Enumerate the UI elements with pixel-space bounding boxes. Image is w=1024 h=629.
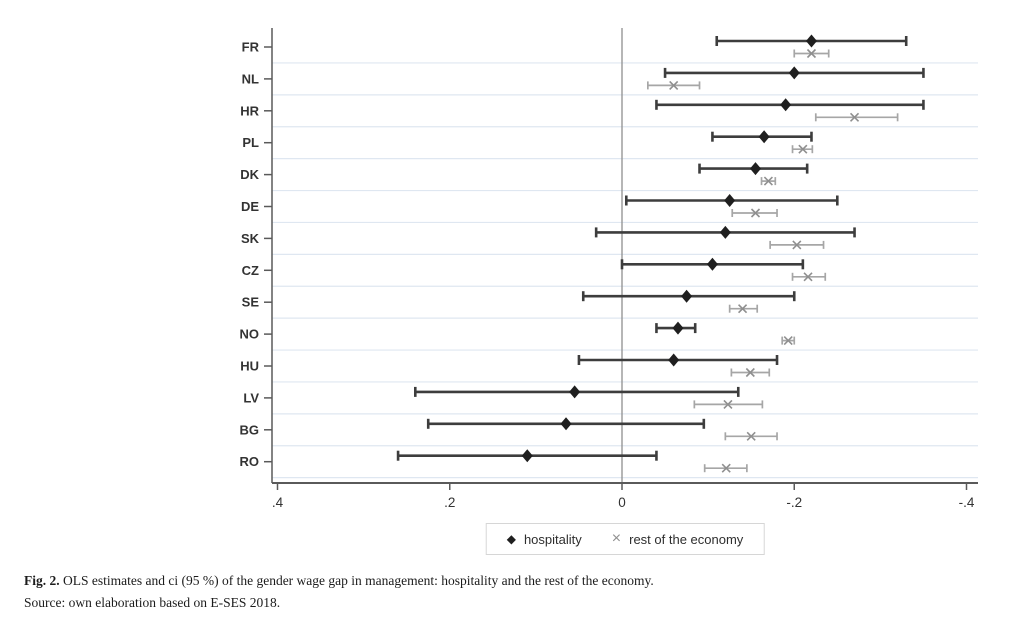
point-estimate-diamond — [749, 162, 761, 176]
point-estimate-x — [721, 463, 731, 473]
point-estimate-diamond — [758, 130, 770, 144]
country-label: SK — [241, 231, 260, 246]
country-label: SE — [242, 295, 260, 310]
country-label: HR — [240, 103, 259, 118]
diamond-marker-icon: ◆ — [506, 532, 516, 546]
country-label: DE — [241, 199, 259, 214]
x-tick-label: .2 — [444, 495, 455, 510]
country-label: BG — [240, 422, 260, 437]
point-estimate-diamond — [521, 449, 533, 463]
legend-item-rest: × rest of the economy — [612, 531, 744, 547]
country-label: NO — [240, 327, 260, 342]
point-estimate-diamond — [681, 289, 693, 303]
point-estimate-diamond — [788, 66, 800, 80]
point-estimate-diamond — [560, 417, 572, 431]
point-estimate-x — [803, 272, 813, 282]
point-estimate-diamond — [569, 385, 581, 399]
point-estimate-diamond — [719, 225, 731, 239]
figure-caption: Fig. 2. OLS estimates and ci (95 %) of t… — [24, 570, 1000, 613]
point-estimate-x — [783, 336, 793, 346]
figure-number: Fig. 2. — [24, 573, 60, 588]
point-estimate-x — [750, 208, 761, 218]
point-estimate-x — [792, 240, 802, 250]
country-label: CZ — [242, 263, 259, 278]
point-estimate-x — [806, 48, 817, 59]
point-estimate-diamond — [706, 257, 718, 271]
x-tick-label: -.2 — [786, 495, 802, 510]
point-estimate-diamond — [780, 98, 792, 112]
chart-legend: ◆ hospitality × rest of the economy — [485, 523, 765, 555]
point-estimate-x — [723, 399, 733, 409]
coefficient-plot: .4 .2 0 -.2 -.4 FR NL HR PL DK DE SK CZ SE NO HU LV BG RO — [240, 28, 978, 510]
country-label: LV — [243, 390, 259, 405]
country-label: FR — [242, 40, 260, 55]
chart-canvas: .4 .2 0 -.2 -.4 FR NL HR PL DK DE SK CZ SE NO HU LV BG RO — [240, 28, 978, 510]
point-estimate-diamond — [724, 194, 736, 207]
caption-text: OLS estimates and ci (95 %) of the gende… — [59, 573, 654, 588]
point-estimate-x — [746, 431, 756, 441]
legend-item-hospitality: ◆ hospitality — [507, 532, 582, 547]
country-label: PL — [242, 135, 259, 150]
x-tick-label: .4 — [272, 495, 284, 510]
x-marker-icon: × — [611, 530, 622, 547]
x-tick-label: 0 — [618, 495, 626, 510]
country-label: RO — [240, 454, 260, 469]
x-tick-label: -.4 — [959, 495, 975, 510]
point-estimate-x — [745, 367, 755, 378]
legend-label-hospitality: hospitality — [523, 531, 582, 547]
point-estimate-diamond — [672, 321, 684, 335]
country-label: NL — [242, 71, 259, 86]
legend-label-rest: rest of the economy — [629, 531, 744, 547]
point-estimate-x — [763, 176, 773, 186]
caption-line: Fig. 2. OLS estimates and ci (95 %) of t… — [24, 570, 1000, 592]
country-label: HU — [240, 359, 259, 374]
point-estimate-x — [849, 112, 860, 122]
point-estimate-x — [798, 144, 808, 154]
point-estimate-x — [669, 80, 679, 90]
source-line: Source: own elaboration based on E-SES 2… — [24, 594, 281, 610]
country-label: DK — [240, 167, 259, 182]
point-estimate-x — [738, 304, 748, 314]
point-estimate-diamond — [668, 353, 680, 367]
point-estimate-diamond — [805, 34, 817, 48]
